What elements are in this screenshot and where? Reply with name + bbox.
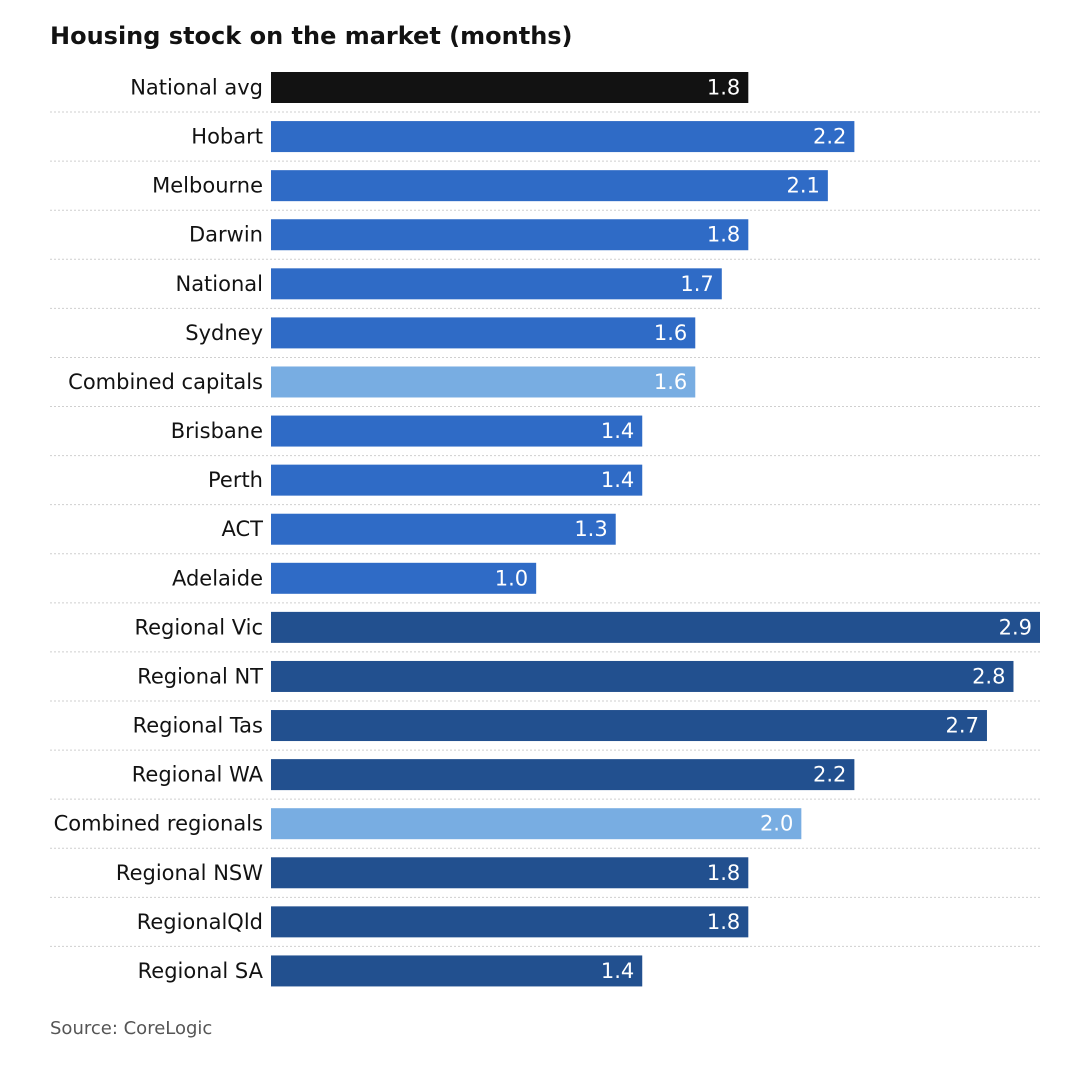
category-label: Regional WA — [132, 763, 264, 787]
value-label: 2.2 — [813, 125, 846, 149]
bar — [271, 611, 1040, 643]
bar — [271, 72, 749, 103]
value-label: 1.8 — [707, 910, 740, 934]
bar — [271, 464, 643, 496]
category-labels: National avg Hobart Melbourne Darwin Nationa… — [54, 76, 264, 983]
bar — [271, 660, 1014, 692]
category-label: Regional NSW — [116, 861, 263, 885]
category-label: Perth — [208, 468, 263, 492]
value-label: 1.8 — [707, 861, 740, 885]
source-note: Source: CoreLogic — [50, 1018, 213, 1039]
value-label: 2.8 — [972, 664, 1005, 688]
category-label: Regional Vic — [134, 615, 263, 639]
value-label: 1.6 — [654, 370, 687, 394]
chart-title: Housing stock on the market (months) — [50, 22, 573, 50]
category-label: National — [175, 272, 263, 296]
value-label: 1.6 — [654, 321, 687, 345]
category-label: Brisbane — [171, 419, 263, 443]
category-label: Hobart — [191, 125, 263, 149]
grid-lines — [50, 111, 1040, 947]
category-label: Melbourne — [152, 174, 263, 198]
bar — [271, 955, 643, 987]
category-label: Combined capitals — [68, 370, 263, 394]
value-label: 1.0 — [495, 566, 528, 590]
bar — [271, 366, 696, 398]
category-label: Sydney — [185, 321, 263, 345]
value-label: 1.4 — [601, 468, 634, 492]
bar — [271, 857, 749, 889]
bars — [271, 72, 1040, 987]
value-label: 2.9 — [999, 615, 1032, 639]
value-label: 1.8 — [707, 76, 740, 100]
value-labels: 1.8 2.2 2.1 1.8 1.7 1.6 1.6 1.4 1.4 1.3 1.0 2.9 2.8 2… — [495, 76, 1032, 983]
category-label: Regional Tas — [133, 714, 263, 738]
bar — [271, 906, 749, 938]
bar — [271, 808, 802, 840]
category-label: Regional SA — [138, 959, 264, 983]
category-label: Darwin — [189, 223, 263, 247]
bar — [271, 268, 722, 300]
category-label: RegionalQld — [137, 910, 263, 934]
bar — [271, 562, 537, 594]
bar — [271, 513, 616, 545]
category-label: National avg — [130, 76, 263, 100]
value-label: 2.1 — [786, 174, 819, 198]
value-label: 1.4 — [601, 959, 634, 983]
bar — [271, 710, 987, 742]
value-label: 1.7 — [680, 272, 713, 296]
bar — [271, 759, 855, 791]
value-label: 1.3 — [574, 517, 607, 541]
bar — [271, 219, 749, 251]
bar — [271, 415, 643, 447]
value-label: 1.8 — [707, 223, 740, 247]
value-label: 2.2 — [813, 763, 846, 787]
value-label: 2.0 — [760, 812, 793, 836]
bar — [271, 170, 828, 202]
category-label: Adelaide — [172, 566, 263, 590]
bar — [271, 317, 696, 349]
bar — [271, 121, 855, 153]
value-label: 1.4 — [601, 419, 634, 443]
category-label: Combined regionals — [54, 812, 263, 836]
category-label: Regional NT — [137, 664, 263, 688]
category-label: ACT — [222, 517, 264, 541]
value-label: 2.7 — [946, 714, 979, 738]
